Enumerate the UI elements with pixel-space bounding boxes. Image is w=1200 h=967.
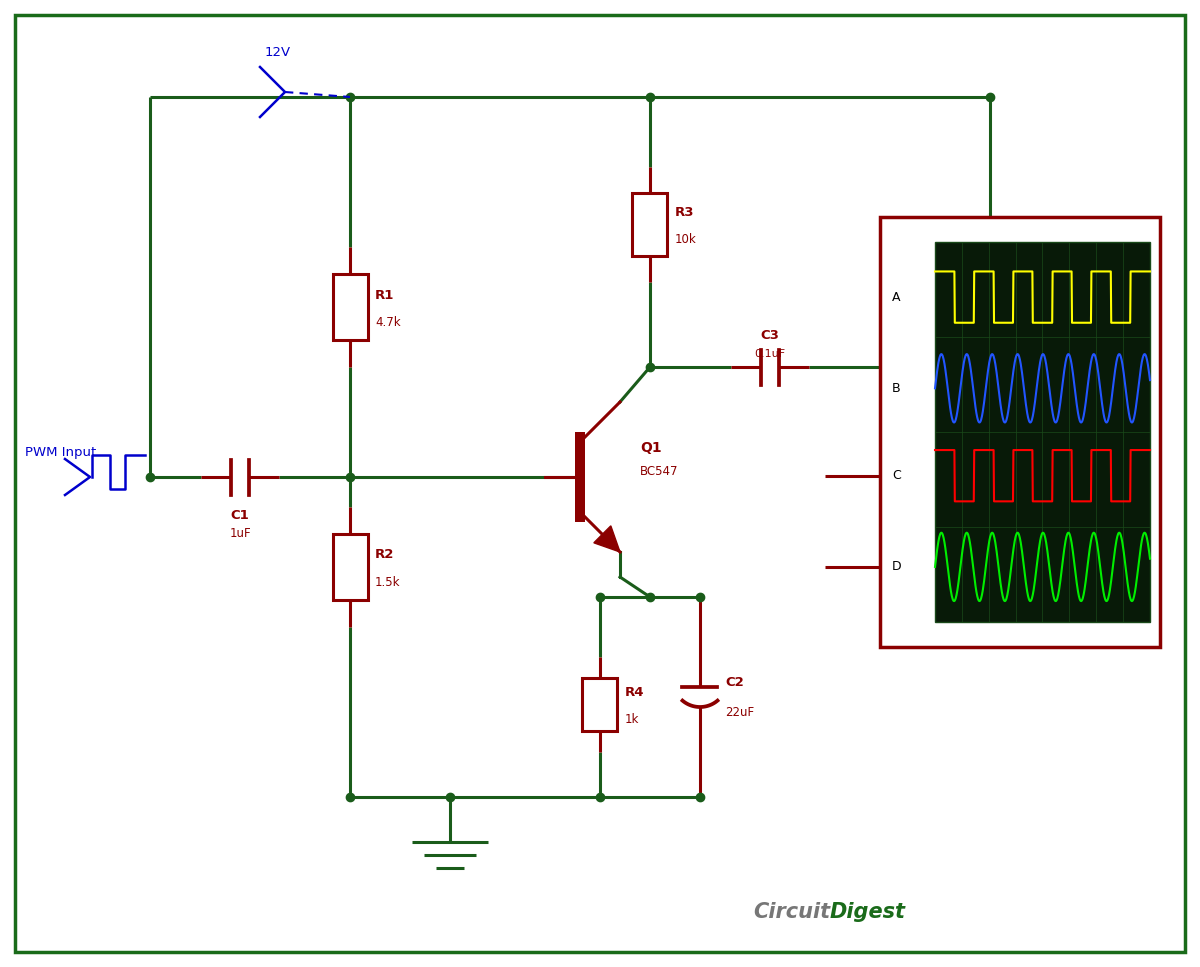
Bar	[632, 192, 667, 256]
Text: R4: R4	[625, 686, 644, 699]
Text: B: B	[892, 382, 901, 395]
Text: A: A	[892, 291, 900, 304]
Bar	[575, 432, 584, 522]
Text: C2: C2	[725, 676, 744, 689]
Text: D: D	[892, 561, 901, 573]
Bar	[332, 274, 367, 340]
Polygon shape	[594, 526, 620, 552]
Text: R1: R1	[374, 288, 395, 302]
Bar	[582, 679, 618, 731]
Text: 4.7k: 4.7k	[374, 315, 401, 329]
Text: 10k: 10k	[674, 233, 697, 246]
Text: 0.1uF: 0.1uF	[755, 349, 786, 359]
Text: 1.5k: 1.5k	[374, 575, 401, 589]
Text: Circuit: Circuit	[752, 902, 830, 922]
Bar	[332, 534, 367, 600]
Bar	[935, 242, 1150, 622]
Bar	[880, 217, 1160, 647]
Text: 12V: 12V	[265, 45, 292, 58]
Text: R2: R2	[374, 548, 395, 562]
Text: 22uF: 22uF	[725, 706, 754, 718]
Text: BC547: BC547	[640, 465, 678, 478]
Text: C3: C3	[761, 329, 780, 342]
Text: R3: R3	[674, 206, 695, 219]
Text: 1uF: 1uF	[229, 527, 251, 540]
Text: Q1: Q1	[640, 441, 661, 455]
Text: C: C	[892, 469, 901, 483]
Text: C1: C1	[230, 509, 250, 522]
Text: Digest: Digest	[830, 902, 906, 922]
Text: PWM Input: PWM Input	[25, 446, 96, 458]
Text: 1k: 1k	[625, 713, 640, 726]
